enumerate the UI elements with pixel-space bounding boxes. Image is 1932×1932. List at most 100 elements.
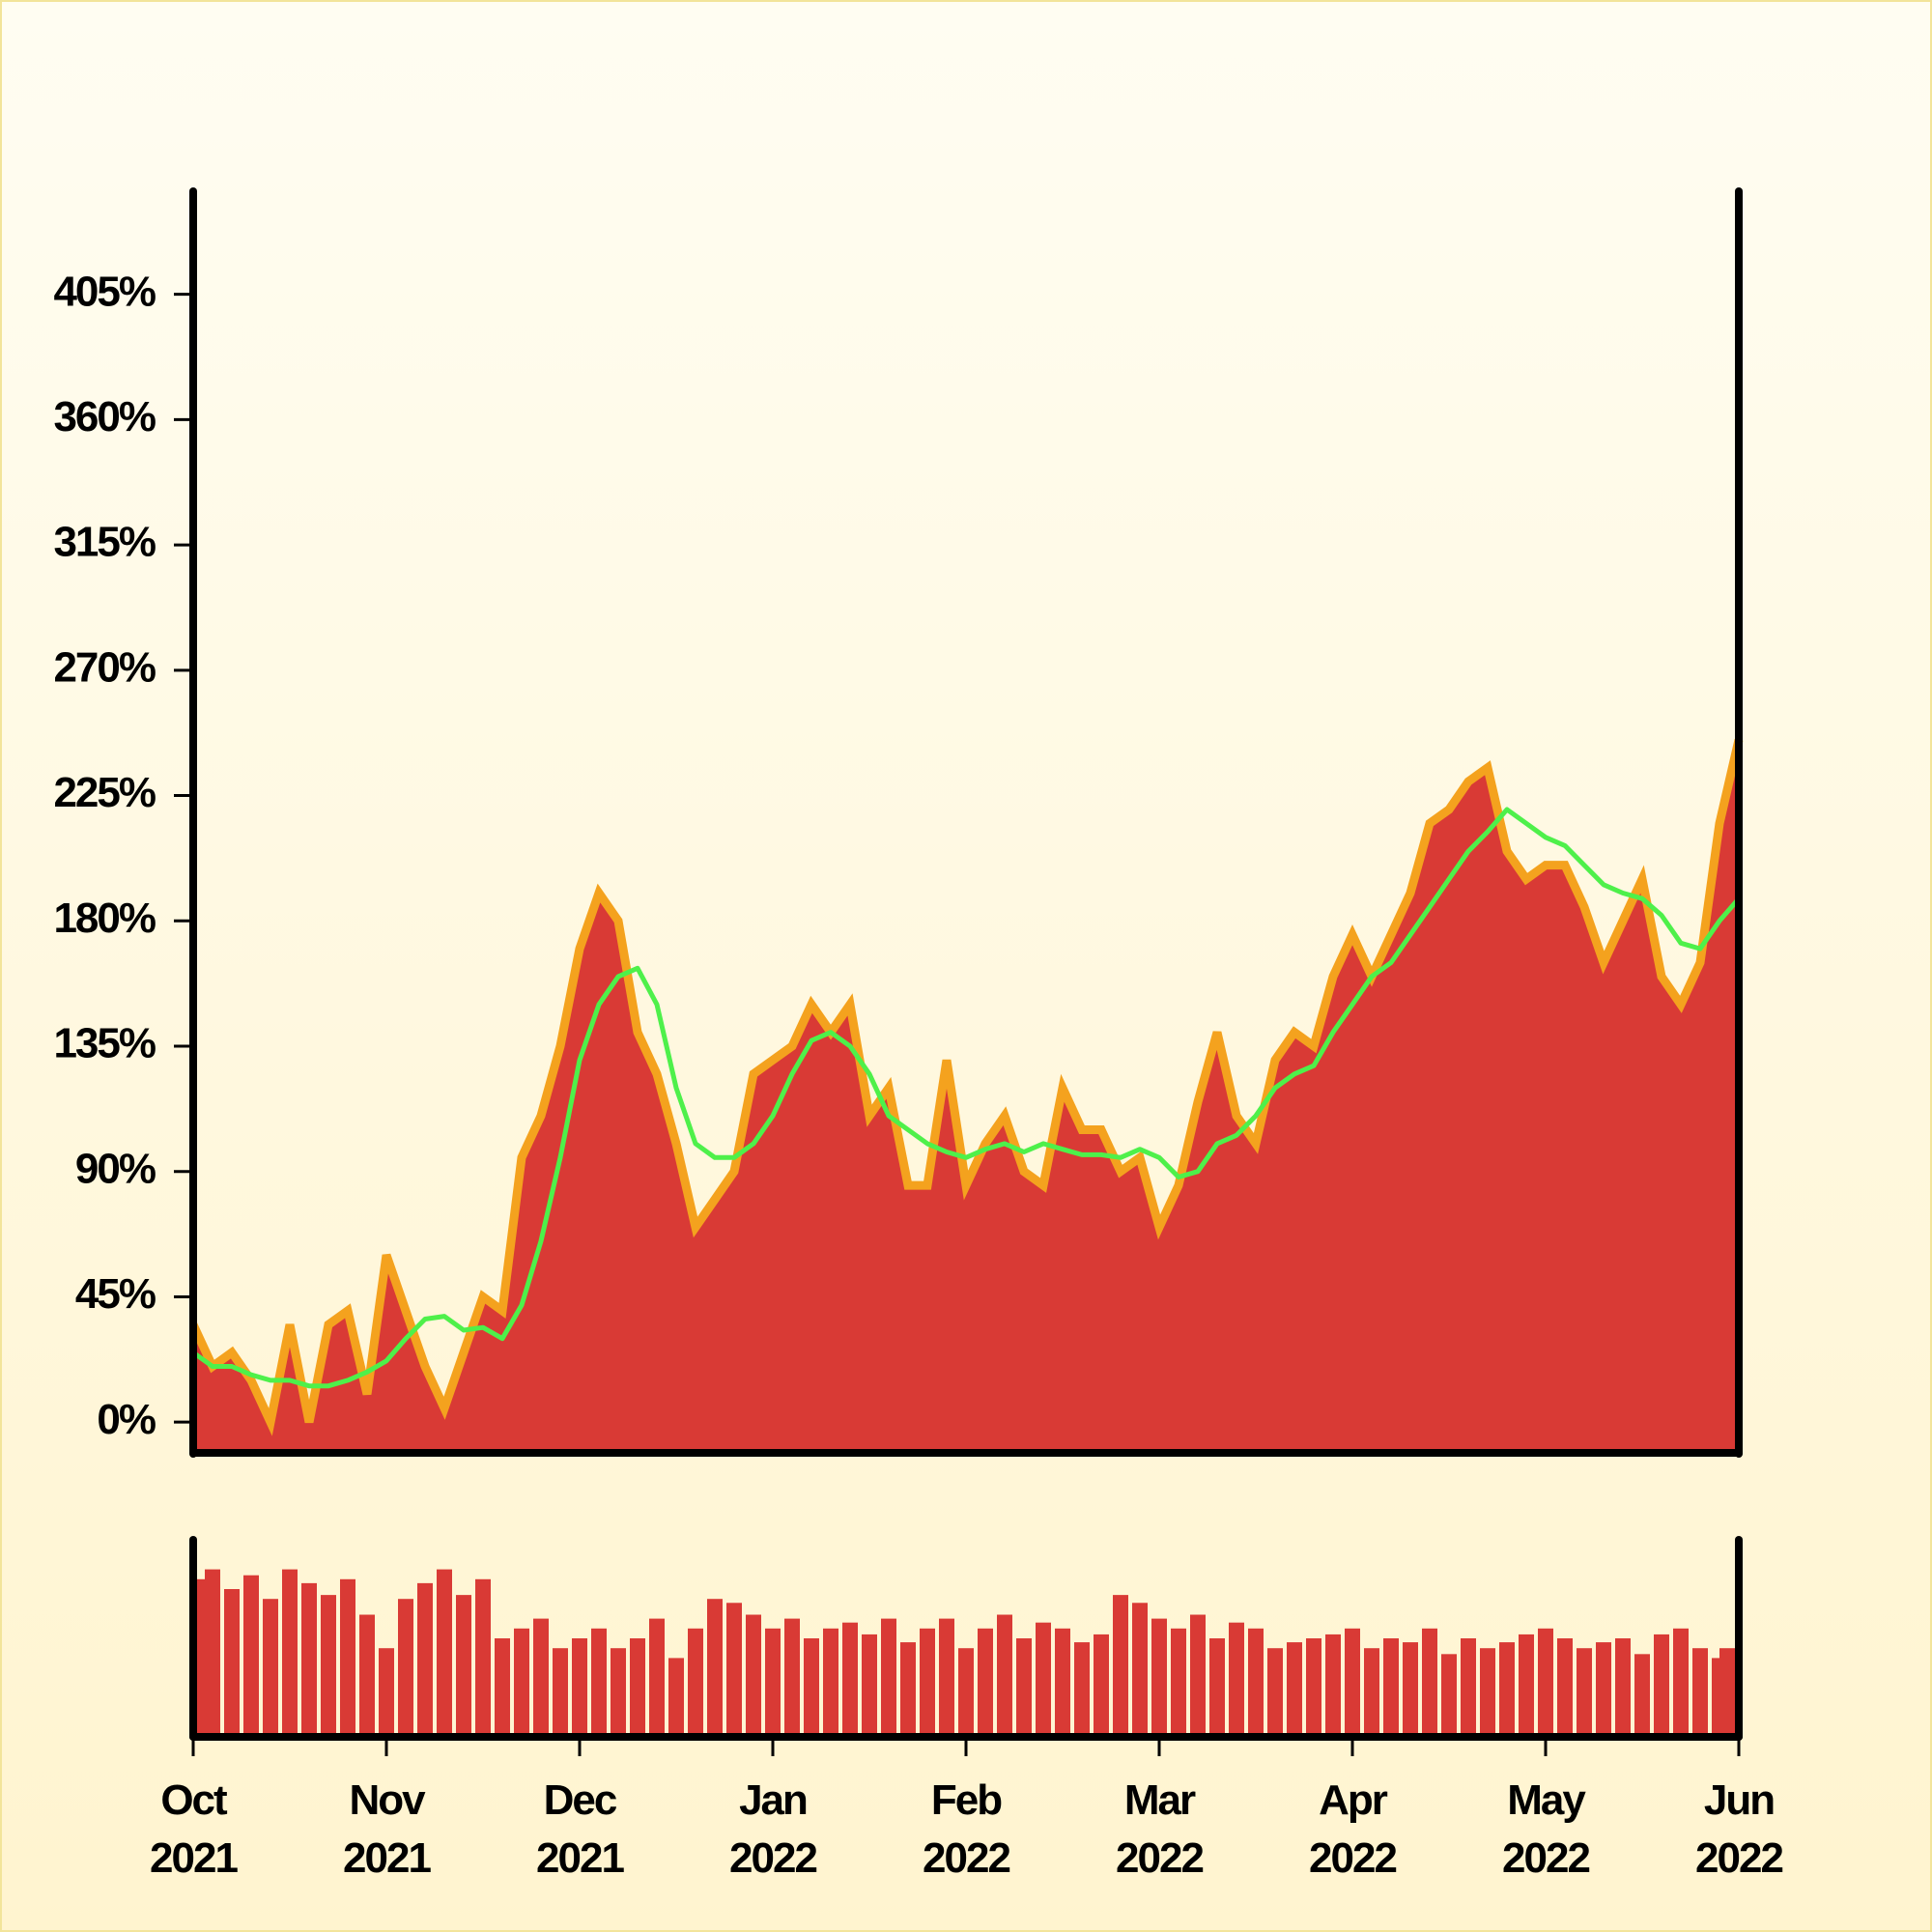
- volume-bar: [1306, 1638, 1321, 1737]
- volume-bar: [1345, 1628, 1360, 1737]
- volume-bar: [688, 1628, 703, 1737]
- volume-bar: [514, 1628, 529, 1737]
- volume-bar: [398, 1599, 413, 1737]
- volume-bar: [978, 1628, 993, 1737]
- y-tick-label: 405%: [53, 268, 155, 315]
- x-tick-label: Apr 2022: [1309, 1776, 1396, 1882]
- volume-bar: [1461, 1638, 1476, 1737]
- volume-bar: [417, 1582, 433, 1737]
- x-tick-label: Mar 2022: [1116, 1776, 1203, 1882]
- volume-bar: [1403, 1642, 1418, 1737]
- volume-bar: [804, 1638, 819, 1737]
- volume-bar: [1673, 1628, 1689, 1737]
- volume-bar: [920, 1628, 935, 1737]
- volume-bar: [205, 1569, 220, 1737]
- volume-bar: [379, 1648, 394, 1737]
- volume-bar: [340, 1578, 355, 1737]
- y-tick-label: 45%: [75, 1270, 156, 1318]
- volume-bar: [1719, 1648, 1735, 1737]
- volume-bar: [533, 1618, 549, 1737]
- volume-bar: [649, 1618, 665, 1737]
- volume-bar: [630, 1638, 645, 1737]
- volume-bar: [1480, 1648, 1495, 1737]
- volume-bar: [862, 1634, 877, 1737]
- y-tick-label: 180%: [53, 895, 155, 942]
- volume-bar: [611, 1648, 626, 1737]
- plot-layer: 0% 45% 90% 135% 180% 225% 270% 315% 360% 405% Oct 2…: [53, 187, 1784, 1882]
- volume-bar: [1248, 1628, 1264, 1737]
- y-tick-label: 315%: [53, 519, 155, 566]
- volume-bar: [437, 1569, 452, 1737]
- volume-bar: [765, 1628, 781, 1737]
- volume-bar: [746, 1614, 761, 1737]
- volume-bar: [1113, 1595, 1128, 1737]
- volume-bar: [1519, 1634, 1534, 1737]
- volume-bar: [1132, 1603, 1148, 1737]
- volume-bar: [1055, 1628, 1070, 1737]
- y-tick-label: 270%: [53, 643, 155, 691]
- volume-bar: [1692, 1648, 1708, 1737]
- volume-bar: [1036, 1622, 1051, 1737]
- volume-bar: [301, 1582, 317, 1737]
- volume-bar: [572, 1638, 587, 1737]
- volume-bar: [263, 1599, 278, 1737]
- volume-bar: [224, 1589, 240, 1737]
- volume-bar: [1441, 1654, 1457, 1737]
- volume-bar: [495, 1638, 510, 1737]
- volume-bar: [1422, 1628, 1437, 1737]
- volume-bar: [1267, 1648, 1283, 1737]
- volume-bar: [842, 1622, 858, 1737]
- volume-bar: [1016, 1638, 1032, 1737]
- x-tick-label: Dec 2021: [536, 1776, 624, 1882]
- volume-bar: [282, 1569, 298, 1737]
- volume-bar: [321, 1595, 336, 1737]
- volume-bar: [1557, 1638, 1573, 1737]
- volume-bar: [823, 1628, 838, 1737]
- volume-bar: [475, 1578, 491, 1737]
- y-tick-label: 0%: [97, 1396, 155, 1443]
- volume-bar: [939, 1618, 954, 1737]
- volume-bar: [1654, 1634, 1669, 1737]
- volume-bar: [900, 1642, 916, 1737]
- volume-bar: [1094, 1634, 1109, 1737]
- volume-bar: [707, 1599, 723, 1737]
- volume-bar: [1229, 1622, 1244, 1737]
- volume-bar: [958, 1648, 974, 1737]
- volume-bar: [1615, 1638, 1631, 1737]
- volume-bar: [668, 1658, 684, 1737]
- volume-bar: [591, 1628, 607, 1737]
- volume-bar: [359, 1614, 375, 1737]
- volume-bar: [1596, 1642, 1611, 1737]
- volume-bar: [1151, 1618, 1167, 1737]
- volume-bar: [1634, 1654, 1650, 1737]
- volume-bar: [1209, 1638, 1225, 1737]
- volume-bar: [1364, 1648, 1379, 1737]
- volume-bar: [997, 1614, 1012, 1737]
- volume-bar: [1383, 1638, 1399, 1737]
- volume-bar: [1325, 1634, 1341, 1737]
- y-tick-label: 225%: [53, 769, 155, 816]
- volume-bar: [456, 1595, 471, 1737]
- moving-average-line: [191, 807, 1741, 1389]
- x-tick-label: Jun 2022: [1695, 1776, 1782, 1882]
- volume-bar: [553, 1648, 568, 1737]
- y-tick-label: 360%: [53, 393, 155, 440]
- volume-bar: [1538, 1628, 1553, 1737]
- x-tick-label: Nov 2021: [343, 1776, 431, 1882]
- volume-bar: [1287, 1642, 1302, 1737]
- volume-bar: [881, 1618, 896, 1737]
- y-tick-label: 135%: [53, 1020, 155, 1067]
- volume-bar: [243, 1575, 259, 1737]
- x-tick-label: May 2022: [1502, 1776, 1589, 1882]
- y-tick-label: 90%: [75, 1145, 156, 1192]
- volume-bar: [1577, 1648, 1592, 1737]
- volume-bar: [1499, 1642, 1515, 1737]
- volume-bar: [1190, 1614, 1206, 1737]
- volume-bar: [784, 1618, 800, 1737]
- x-tick-label: Feb 2022: [923, 1776, 1009, 1882]
- x-tick-label: Oct 2021: [150, 1776, 238, 1882]
- volume-bar: [726, 1603, 742, 1737]
- volume-bar: [1171, 1628, 1186, 1737]
